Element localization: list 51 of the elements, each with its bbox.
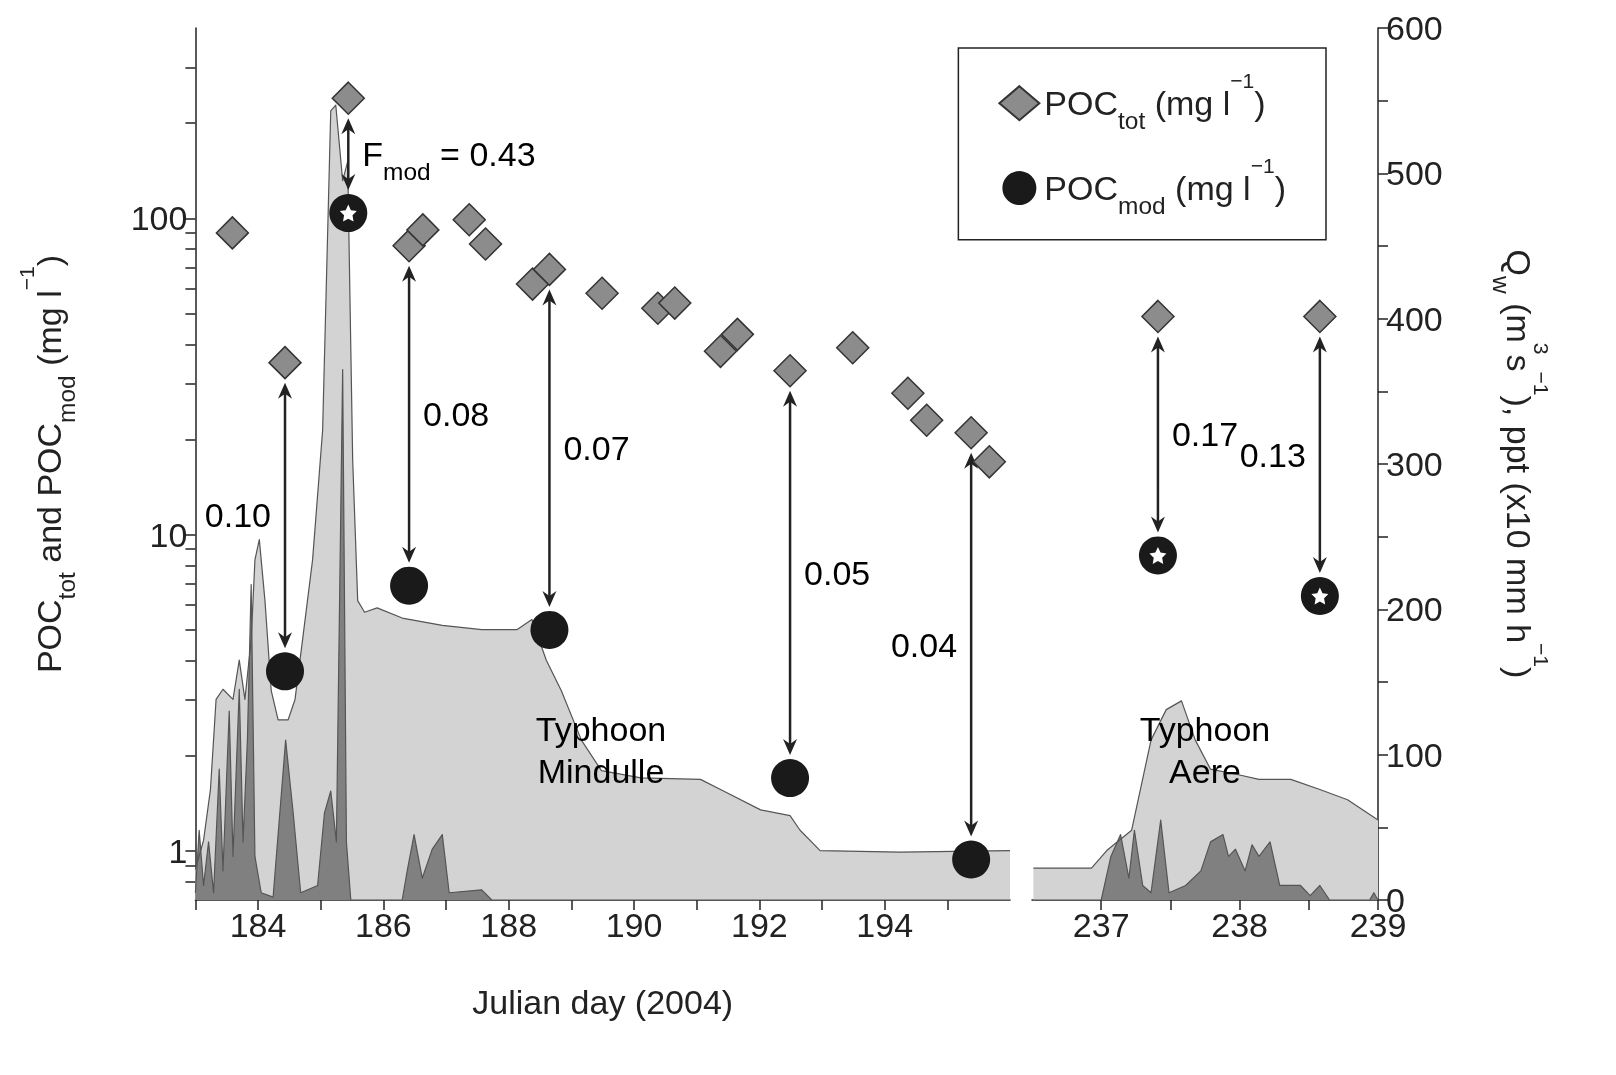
text: Qw (m3s−1), ppt (x10 mm h−1)	[1488, 249, 1554, 679]
annotation: 0.13	[1239, 435, 1306, 474]
y2-tick-label: 100	[1386, 735, 1443, 774]
point	[515, 267, 550, 301]
point	[720, 317, 755, 352]
point	[530, 610, 569, 649]
annotation: 0.17	[1171, 415, 1239, 454]
x-tick-label: 194	[856, 906, 914, 944]
point	[406, 213, 440, 247]
point	[658, 286, 692, 320]
x-tick-label: 237	[1072, 906, 1130, 944]
annotation: Typhoon Mindulle	[535, 709, 667, 791]
point	[532, 252, 567, 287]
x-tick-label: 192	[730, 906, 788, 944]
y-tick-label: 1	[168, 832, 188, 871]
x-tick-label: 188	[480, 906, 538, 944]
point	[703, 334, 738, 369]
annotation: 0.04	[890, 625, 958, 664]
point	[390, 566, 429, 605]
annotation: 0.05	[804, 553, 871, 592]
x-tick-label: 186	[355, 906, 412, 944]
y2-tick-label: 300	[1386, 445, 1443, 483]
annotation: 0.10	[204, 496, 272, 535]
point	[452, 203, 486, 237]
point	[773, 353, 807, 388]
y2-tick-label: 500	[1386, 154, 1443, 193]
point	[835, 331, 870, 365]
point	[972, 445, 1007, 479]
point	[468, 227, 503, 261]
annotation: 0.08	[423, 395, 490, 434]
point	[771, 759, 810, 798]
annotation: 0.07	[563, 429, 630, 468]
point	[952, 840, 991, 879]
y-tick-label: 100	[130, 199, 188, 238]
point	[215, 216, 250, 250]
point	[268, 345, 302, 380]
point	[909, 403, 944, 438]
x-tick-label: 184	[229, 906, 287, 944]
point	[585, 276, 619, 310]
point	[954, 416, 988, 450]
y2-tick-label: 600	[1386, 9, 1443, 47]
x-axis-title: Julian day (2004)	[472, 983, 734, 1021]
x-tick-label: 190	[605, 906, 663, 944]
point	[891, 376, 925, 411]
x-tick-label: 238	[1211, 906, 1268, 944]
y-axis-title: POCtot and POCmod (mg l−1)	[15, 254, 81, 674]
y2-tick-label: 400	[1386, 299, 1443, 338]
y2-tick-label: 200	[1386, 590, 1443, 629]
y-tick-label: 10	[149, 515, 188, 554]
point	[266, 652, 305, 691]
point	[331, 81, 366, 115]
